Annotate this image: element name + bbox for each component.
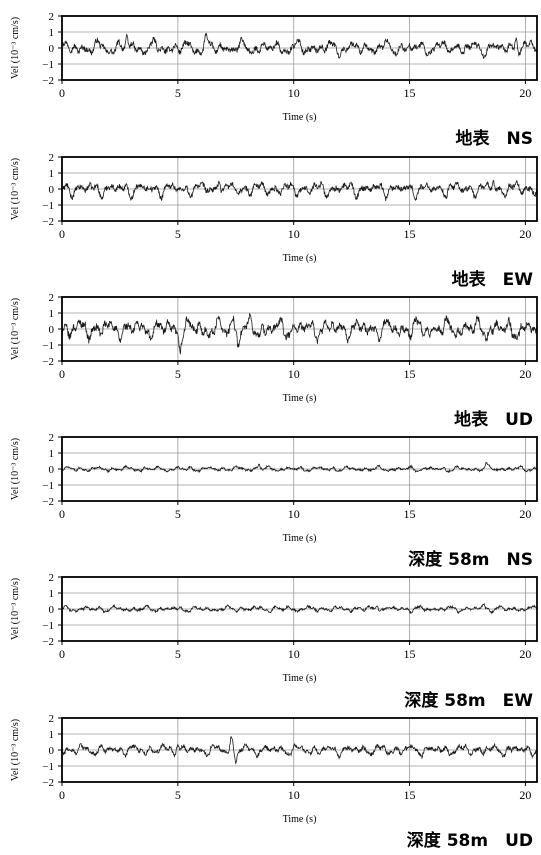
x-tick-label: 15 bbox=[404, 788, 416, 802]
x-tick-label: 15 bbox=[404, 507, 416, 521]
x-axis-label: Time (s) bbox=[283, 814, 317, 825]
x-tick-label: 5 bbox=[175, 647, 181, 661]
x-tick-label: 0 bbox=[59, 647, 65, 661]
y-axis-label: Vel (10⁻³ cm/s) bbox=[10, 719, 21, 781]
y-tick-label: 2 bbox=[49, 572, 55, 584]
y-axis-label: Vel (10⁻³ cm/s) bbox=[10, 578, 21, 640]
y-tick-label: 0 bbox=[49, 464, 55, 476]
x-tick-label: 5 bbox=[175, 788, 181, 802]
y-tick-label: 1 bbox=[49, 729, 55, 741]
x-tick-label: 10 bbox=[288, 507, 300, 521]
series-line bbox=[61, 461, 538, 474]
y-tick-label: 1 bbox=[49, 448, 55, 460]
x-tick-label: 15 bbox=[404, 227, 416, 241]
x-tick-label: 5 bbox=[175, 367, 181, 381]
y-axis-label: Vel (10⁻³ cm/s) bbox=[10, 17, 21, 79]
x-axis-label: Time (s) bbox=[283, 673, 317, 684]
series-line bbox=[61, 313, 538, 355]
y-tick-label: −2 bbox=[42, 216, 54, 228]
y-tick-label: −1 bbox=[42, 761, 54, 773]
x-axis-label: Time (s) bbox=[283, 253, 317, 264]
x-tick-label: 20 bbox=[519, 227, 531, 241]
series-line bbox=[61, 736, 538, 765]
panel-caption: 深度 58m NS bbox=[408, 550, 533, 570]
panel-caption: 地表 EW bbox=[451, 270, 533, 290]
y-tick-label: −1 bbox=[42, 620, 54, 632]
x-tick-label: 10 bbox=[288, 788, 300, 802]
y-tick-label: 2 bbox=[49, 432, 55, 444]
series-line bbox=[61, 32, 538, 59]
y-tick-label: 2 bbox=[49, 152, 55, 164]
y-tick-label: −1 bbox=[42, 480, 54, 492]
x-tick-label: 0 bbox=[59, 788, 65, 802]
y-tick-label: −1 bbox=[42, 340, 54, 352]
x-tick-label: 15 bbox=[404, 86, 416, 100]
y-tick-label: 1 bbox=[49, 168, 55, 180]
x-tick-label: 10 bbox=[288, 367, 300, 381]
y-tick-label: −1 bbox=[42, 59, 54, 71]
x-tick-label: 5 bbox=[175, 227, 181, 241]
x-axis-label: Time (s) bbox=[283, 393, 317, 404]
panel-caption: 深度 58m UD bbox=[406, 831, 533, 851]
y-tick-label: 0 bbox=[49, 745, 55, 757]
y-tick-label: −1 bbox=[42, 200, 54, 212]
panel-caption: 地表 UD bbox=[454, 410, 533, 430]
x-tick-label: 20 bbox=[519, 507, 531, 521]
x-tick-label: 15 bbox=[404, 367, 416, 381]
x-tick-label: 0 bbox=[59, 227, 65, 241]
y-tick-label: 1 bbox=[49, 308, 55, 320]
x-axis-label: Time (s) bbox=[283, 533, 317, 544]
y-axis-label: Vel (10⁻³ cm/s) bbox=[10, 158, 21, 220]
x-tick-label: 10 bbox=[288, 647, 300, 661]
y-tick-label: 0 bbox=[49, 604, 55, 616]
x-tick-label: 5 bbox=[175, 507, 181, 521]
series-line bbox=[61, 602, 538, 615]
y-tick-label: −2 bbox=[42, 636, 54, 648]
series-line bbox=[61, 179, 538, 202]
y-axis-label: Vel (10⁻³ cm/s) bbox=[10, 298, 21, 360]
y-tick-label: 0 bbox=[49, 324, 55, 336]
x-tick-label: 5 bbox=[175, 86, 181, 100]
x-tick-label: 20 bbox=[519, 647, 531, 661]
y-tick-label: 2 bbox=[49, 11, 55, 23]
y-tick-label: 2 bbox=[49, 713, 55, 725]
x-tick-label: 0 bbox=[59, 367, 65, 381]
panel-caption: 深度 58m EW bbox=[404, 691, 533, 711]
y-axis-label: Vel (10⁻³ cm/s) bbox=[10, 438, 21, 500]
y-tick-label: 0 bbox=[49, 184, 55, 196]
x-tick-label: 20 bbox=[519, 86, 531, 100]
y-tick-label: −2 bbox=[42, 777, 54, 789]
x-tick-label: 10 bbox=[288, 86, 300, 100]
x-tick-label: 20 bbox=[519, 367, 531, 381]
x-axis-label: Time (s) bbox=[283, 112, 317, 123]
y-tick-label: −2 bbox=[42, 356, 54, 368]
x-tick-label: 0 bbox=[59, 86, 65, 100]
y-tick-label: −2 bbox=[42, 75, 54, 87]
x-tick-label: 20 bbox=[519, 788, 531, 802]
y-tick-label: 2 bbox=[49, 292, 55, 304]
x-tick-label: 0 bbox=[59, 507, 65, 521]
panel-caption: 地表 NS bbox=[455, 129, 533, 149]
y-tick-label: 1 bbox=[49, 27, 55, 39]
x-tick-label: 15 bbox=[404, 647, 416, 661]
y-tick-label: −2 bbox=[42, 496, 54, 508]
x-tick-label: 10 bbox=[288, 227, 300, 241]
y-tick-label: 1 bbox=[49, 588, 55, 600]
y-tick-label: 0 bbox=[49, 43, 55, 55]
